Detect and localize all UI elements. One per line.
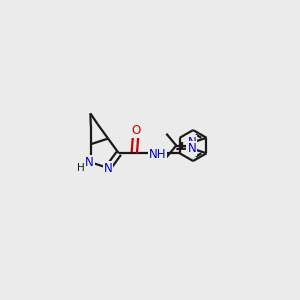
Text: N: N: [85, 156, 94, 169]
Text: N: N: [188, 142, 196, 155]
Text: N: N: [188, 136, 196, 149]
Text: H: H: [77, 163, 85, 173]
Text: N: N: [104, 162, 112, 175]
Text: O: O: [131, 124, 140, 136]
Text: NH: NH: [149, 148, 166, 161]
